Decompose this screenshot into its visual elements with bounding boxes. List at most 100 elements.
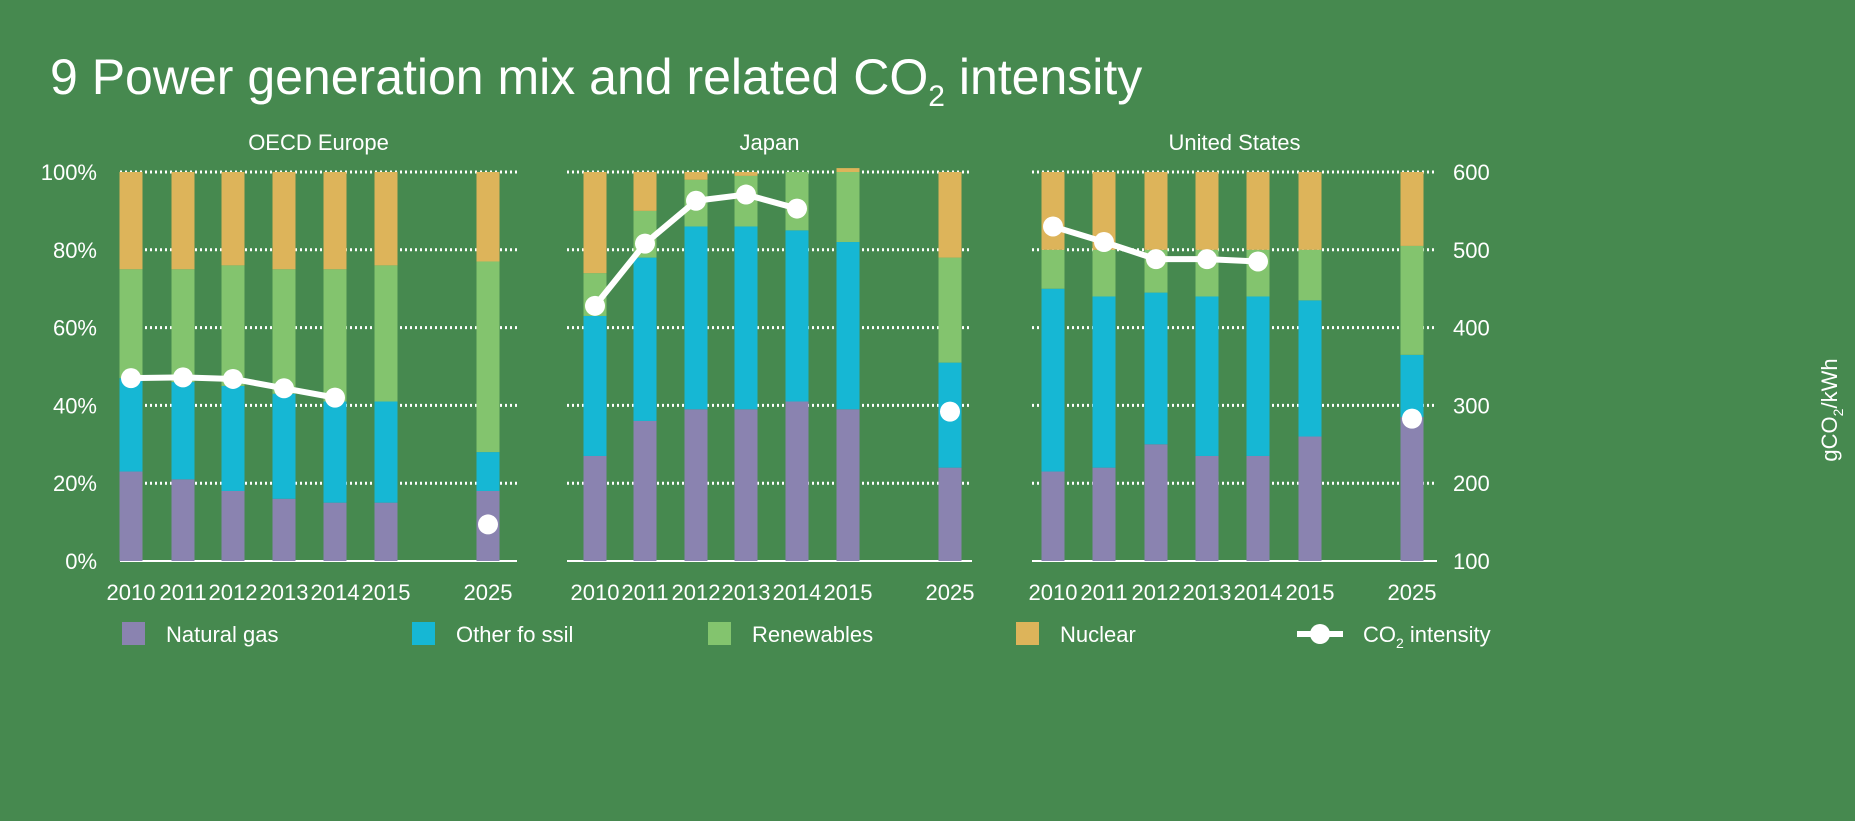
bar-segment-nuclear: [734, 172, 758, 176]
bar-segment-other-fossil: [684, 226, 708, 410]
x-tick-label: 2012: [1132, 580, 1181, 605]
bar-segment-nuclear: [1195, 172, 1219, 250]
x-tick-label: 2013: [722, 580, 771, 605]
legend-label: CO2 intensity: [1363, 622, 1491, 651]
x-tick-label: 2010: [107, 580, 156, 605]
co2-point: [478, 514, 498, 535]
x-tick-label: 2014: [311, 580, 360, 605]
bar-segment-nuclear: [221, 172, 245, 266]
co2-point: [1402, 408, 1422, 429]
x-tick-label: 2014: [1234, 580, 1283, 605]
bar-segment-renewables: [476, 261, 500, 453]
bar-segment-nuclear: [1092, 172, 1116, 250]
right-tick-label: 500: [1453, 238, 1490, 263]
co2-point: [1197, 249, 1217, 270]
panel-title: OECD Europe: [248, 130, 389, 155]
x-tick-label: 2014: [773, 580, 822, 605]
right-tick-label: 300: [1453, 393, 1490, 418]
x-tick-label: 2010: [1029, 580, 1078, 605]
left-tick-label: 20%: [53, 471, 97, 496]
legend-label: Renewables: [752, 622, 873, 647]
x-tick-label: 2013: [260, 580, 309, 605]
bar-segment-nuclear: [1400, 172, 1424, 246]
bar-segment-other-fossil: [171, 382, 195, 480]
left-tick-label: 60%: [53, 316, 97, 341]
page-title: 9 Power generation mix and related CO2 i…: [50, 49, 1142, 113]
bar-segment-nuclear: [323, 172, 347, 270]
legend-label: Other fo ssil: [456, 622, 573, 647]
legend-label: Natural gas: [166, 622, 279, 647]
bar-segment-other-fossil: [734, 226, 758, 410]
left-tick-label: 100%: [41, 160, 97, 185]
co2-point: [635, 233, 655, 254]
bar-segment-other-fossil: [272, 393, 296, 499]
legend-swatch: [412, 622, 435, 645]
co2-point: [1094, 232, 1114, 253]
bars: [119, 168, 1424, 561]
bar-segment-natural-gas: [221, 490, 245, 561]
bar-segment-other-fossil: [836, 242, 860, 410]
co2-point: [1043, 216, 1063, 237]
legend-swatch: [1016, 622, 1039, 645]
left-tick-label: 40%: [53, 393, 97, 418]
bar-segment-renewables: [221, 265, 245, 386]
bar-segment-natural-gas: [684, 409, 708, 561]
legend-marker: [1310, 624, 1330, 644]
bar-segment-renewables: [374, 265, 398, 402]
x-tick-label: 2015: [824, 580, 873, 605]
bar-segment-nuclear: [1246, 172, 1270, 250]
bar-segment-other-fossil: [1144, 292, 1168, 445]
bar-segment-natural-gas: [633, 420, 657, 561]
bar-segment-other-fossil: [221, 385, 245, 491]
right-tick-label: 100: [1453, 549, 1490, 574]
bar-segment-nuclear: [583, 172, 607, 274]
bar-segment-renewables: [1092, 249, 1116, 297]
right-axis-label: gCO2/kWh: [1817, 358, 1846, 461]
title-subscript: 2: [928, 80, 945, 113]
right-tick-label: 400: [1453, 316, 1490, 341]
bar-segment-other-fossil: [374, 401, 398, 503]
bar-segment-renewables: [938, 257, 962, 363]
bar-segment-nuclear: [119, 172, 143, 270]
right-tick-label: 600: [1453, 160, 1490, 185]
x-tick-label: 2015: [362, 580, 411, 605]
bar-segment-natural-gas: [1144, 444, 1168, 561]
bar-segment-natural-gas: [1246, 455, 1270, 561]
bar-segment-renewables: [119, 269, 143, 379]
x-tick-label: 2025: [464, 580, 513, 605]
x-tick-label: 2011: [1080, 580, 1127, 605]
bar-segment-natural-gas: [1195, 455, 1219, 561]
axis-labels: 0% 20% 40% 60% 80% 100% 100 200 300 400 500 600 OECD…: [41, 130, 1490, 605]
legend: Natural gas Other fo ssil Renewables Nuclea…: [122, 622, 1491, 651]
bar-segment-nuclear: [684, 172, 708, 180]
bar-segment-other-fossil: [1041, 288, 1065, 472]
bar-segment-nuclear: [374, 172, 398, 266]
legend-swatch: [708, 622, 731, 645]
panel-title: United States: [1168, 130, 1300, 155]
bar-segment-nuclear: [836, 168, 860, 172]
bar-segment-nuclear: [476, 172, 500, 262]
bar-segment-natural-gas: [734, 409, 758, 561]
x-tick-label: 2010: [571, 580, 620, 605]
bar-segment-natural-gas: [1400, 417, 1424, 561]
x-tick-label: 2025: [926, 580, 975, 605]
bar-segment-other-fossil: [323, 401, 347, 503]
co2-point: [686, 190, 706, 211]
bar-segment-other-fossil: [1195, 296, 1219, 456]
co2-point: [325, 387, 345, 408]
bar-segment-natural-gas: [323, 502, 347, 561]
bar-segment-renewables: [1298, 249, 1322, 301]
bar-segment-other-fossil: [476, 452, 500, 491]
bar-segment-natural-gas: [374, 502, 398, 561]
co2-point: [173, 367, 193, 388]
bar-segment-natural-gas: [1041, 471, 1065, 561]
bar-segment-other-fossil: [1092, 296, 1116, 468]
bar-segment-natural-gas: [785, 401, 809, 561]
bar-segment-other-fossil: [785, 230, 809, 402]
bar-segment-nuclear: [272, 172, 296, 270]
bar-segment-other-fossil: [1298, 300, 1322, 437]
bar-segment-natural-gas: [1092, 467, 1116, 561]
bar-segment-nuclear: [938, 172, 962, 258]
bar-segment-renewables: [171, 269, 195, 383]
